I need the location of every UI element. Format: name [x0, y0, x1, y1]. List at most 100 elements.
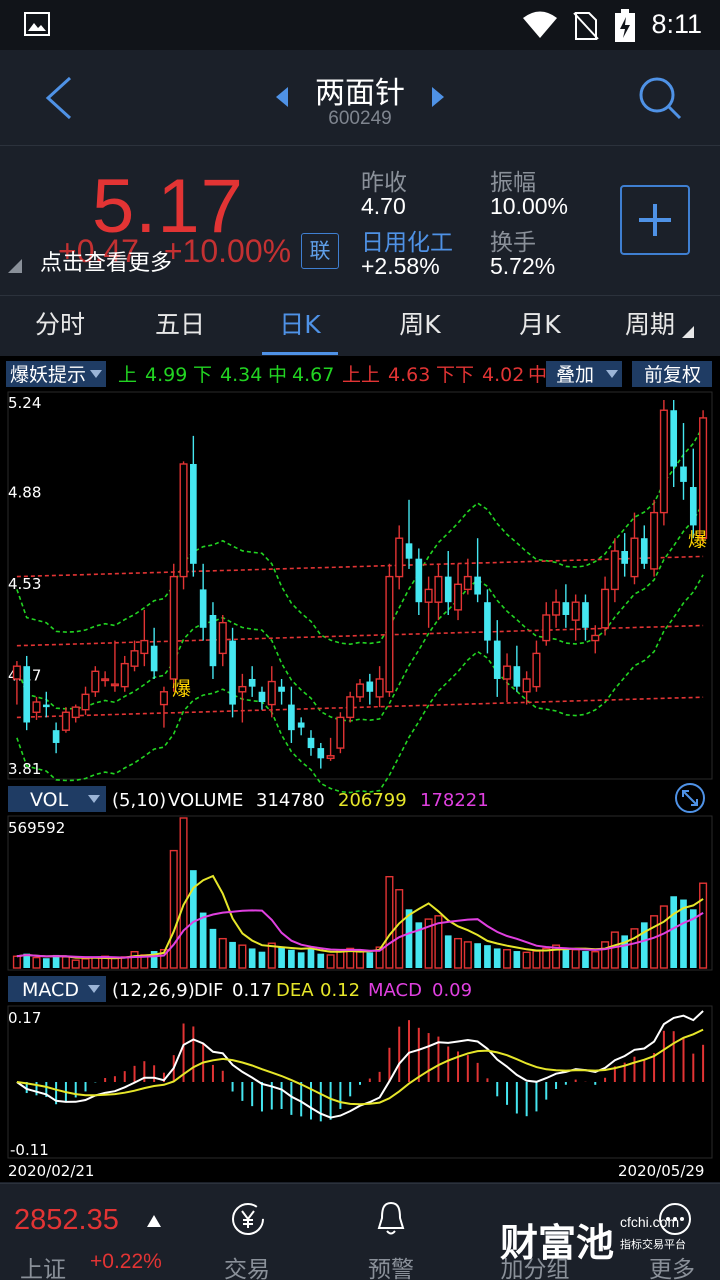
prev-stock-icon[interactable] — [274, 86, 290, 108]
macd-pane — [7, 1005, 713, 1159]
back-icon[interactable] — [44, 76, 74, 120]
start-date: 2020/02/21 — [8, 1162, 94, 1180]
candle-body — [640, 538, 648, 564]
volume-bar — [542, 947, 551, 969]
volume-bar — [552, 944, 561, 969]
fullscreen-icon[interactable] — [675, 783, 705, 813]
candle-body — [248, 678, 256, 687]
overlay-dropdown-icon — [606, 370, 618, 378]
vol-dropdown-label: VOL — [30, 789, 69, 811]
last-price: 5.17 — [92, 164, 244, 249]
candle-body — [434, 575, 443, 603]
candle-body — [513, 666, 521, 687]
band-mid2-label: 中 — [528, 364, 547, 386]
volume-bar — [484, 945, 491, 968]
tab-weekly-k[interactable]: 周K — [399, 310, 441, 339]
candle-body — [621, 551, 629, 564]
search-icon[interactable] — [638, 76, 682, 120]
volume-bar — [267, 942, 276, 969]
candle-body — [670, 410, 678, 467]
candle-body — [218, 621, 227, 655]
nav-trade[interactable]: 交易 — [192, 1184, 302, 1280]
volume-bar — [610, 931, 619, 969]
sector-label[interactable]: 日用化工 — [361, 229, 453, 255]
candle-body — [209, 614, 217, 667]
candle-body — [229, 640, 236, 705]
candle-body — [190, 463, 197, 564]
index-name: 上证 — [20, 1257, 66, 1280]
candle-body — [317, 748, 325, 759]
volume-bar — [307, 948, 315, 968]
candle-body — [199, 589, 207, 628]
vol-ma5-line — [16, 874, 704, 960]
vol-params: (5,10) — [112, 790, 166, 811]
change-percent: +10.00% — [163, 233, 292, 269]
burst-dropdown[interactable] — [6, 361, 106, 387]
bell-icon — [377, 1201, 405, 1235]
candle-body — [110, 683, 119, 687]
up-arrow-icon — [147, 1215, 161, 1227]
macd-value: 0.09 — [432, 980, 472, 1001]
candle-body — [699, 417, 708, 539]
next-stock-icon[interactable] — [430, 86, 446, 108]
macd-dropdown[interactable] — [8, 976, 106, 1002]
prev-close-label: 昨收 — [361, 169, 407, 195]
vol-dropdown[interactable] — [8, 786, 106, 812]
price-axis-label: 4.53 — [8, 575, 41, 593]
nav-alert[interactable]: 预警 — [336, 1184, 446, 1280]
macd-toolbar: MACD (12,26,9) DIF 0.17 DEA 0.12 MACD 0.… — [8, 976, 472, 1002]
tab-monthly-k[interactable]: 月K — [519, 310, 561, 339]
clock: 8:11 — [651, 9, 702, 39]
candle-body — [659, 409, 668, 514]
index-value[interactable]: 2852.35 — [14, 1204, 119, 1236]
candle-body — [159, 691, 168, 706]
volume-bar — [630, 928, 639, 969]
burst-dropdown-icon — [90, 370, 102, 378]
turnover-value: 5.72% — [490, 253, 556, 279]
kline-chart[interactable]: 爆妖提示 上 4.99 下 4.34 中 4.67 上上 4.63 下下 4.0… — [0, 356, 720, 1182]
battery-charging-icon — [615, 9, 635, 42]
volume-bar — [366, 952, 374, 968]
candle-body — [582, 602, 589, 628]
related-button[interactable]: 联 — [301, 233, 339, 269]
candle-body — [169, 575, 178, 680]
volume-bar — [640, 922, 648, 968]
nav-add-group[interactable]: 加分组 — [480, 1184, 590, 1280]
vol-ma5: 206799 — [338, 790, 407, 811]
index-change: +0.22% — [90, 1250, 162, 1273]
band-upup-line — [16, 555, 704, 578]
tab-intraday[interactable]: 分时 — [34, 310, 85, 339]
quote-panel[interactable]: 5.17 +0.47 +10.00% 点击查看更多 联 昨收 4.70 日用化工… — [0, 147, 720, 293]
volume-bar — [326, 954, 335, 969]
dea-line — [16, 1028, 704, 1106]
vol-name: VOLUME — [168, 790, 243, 811]
plus-icon — [639, 204, 671, 236]
price-axis-label: 5.24 — [8, 394, 41, 412]
candle-body — [288, 704, 295, 731]
tab-period-label: 周期 — [624, 310, 675, 339]
burst-dropdown-label: 爆妖提示 — [10, 364, 86, 386]
tab-five-day[interactable]: 五日 — [154, 310, 205, 339]
restore-button[interactable] — [632, 361, 712, 387]
nav-add-group-label: 加分组 — [500, 1257, 570, 1280]
volume-bar — [699, 882, 708, 969]
vol-toolbar: VOL (5,10) VOLUME 314780 206799 178221 — [8, 783, 705, 813]
volume-bar — [248, 948, 256, 968]
tab-daily-k[interactable]: 日K — [279, 310, 321, 339]
more-icon — [659, 1203, 691, 1235]
add-watchlist-button[interactable] — [620, 185, 690, 255]
candle-body — [610, 550, 619, 591]
volume-bar — [238, 944, 247, 969]
candle-body — [493, 640, 501, 679]
watermark-site: cfchi.com — [620, 1214, 680, 1230]
turnover-label: 换手 — [490, 229, 536, 255]
band-upup-value: 4.63 — [388, 364, 430, 386]
nav-more[interactable]: 更多 — [624, 1184, 720, 1280]
tab-period[interactable]: 周期 — [595, 296, 705, 356]
chart-area[interactable]: 爆妖提示 上 4.99 下 4.34 中 4.67 上上 4.63 下下 4.0… — [0, 356, 720, 1182]
volume-bar — [670, 896, 678, 968]
view-more-tip[interactable]: 点击查看更多 — [40, 251, 173, 276]
candle-body — [32, 701, 41, 713]
volume-bar — [395, 889, 404, 969]
volume-bar — [659, 905, 668, 969]
